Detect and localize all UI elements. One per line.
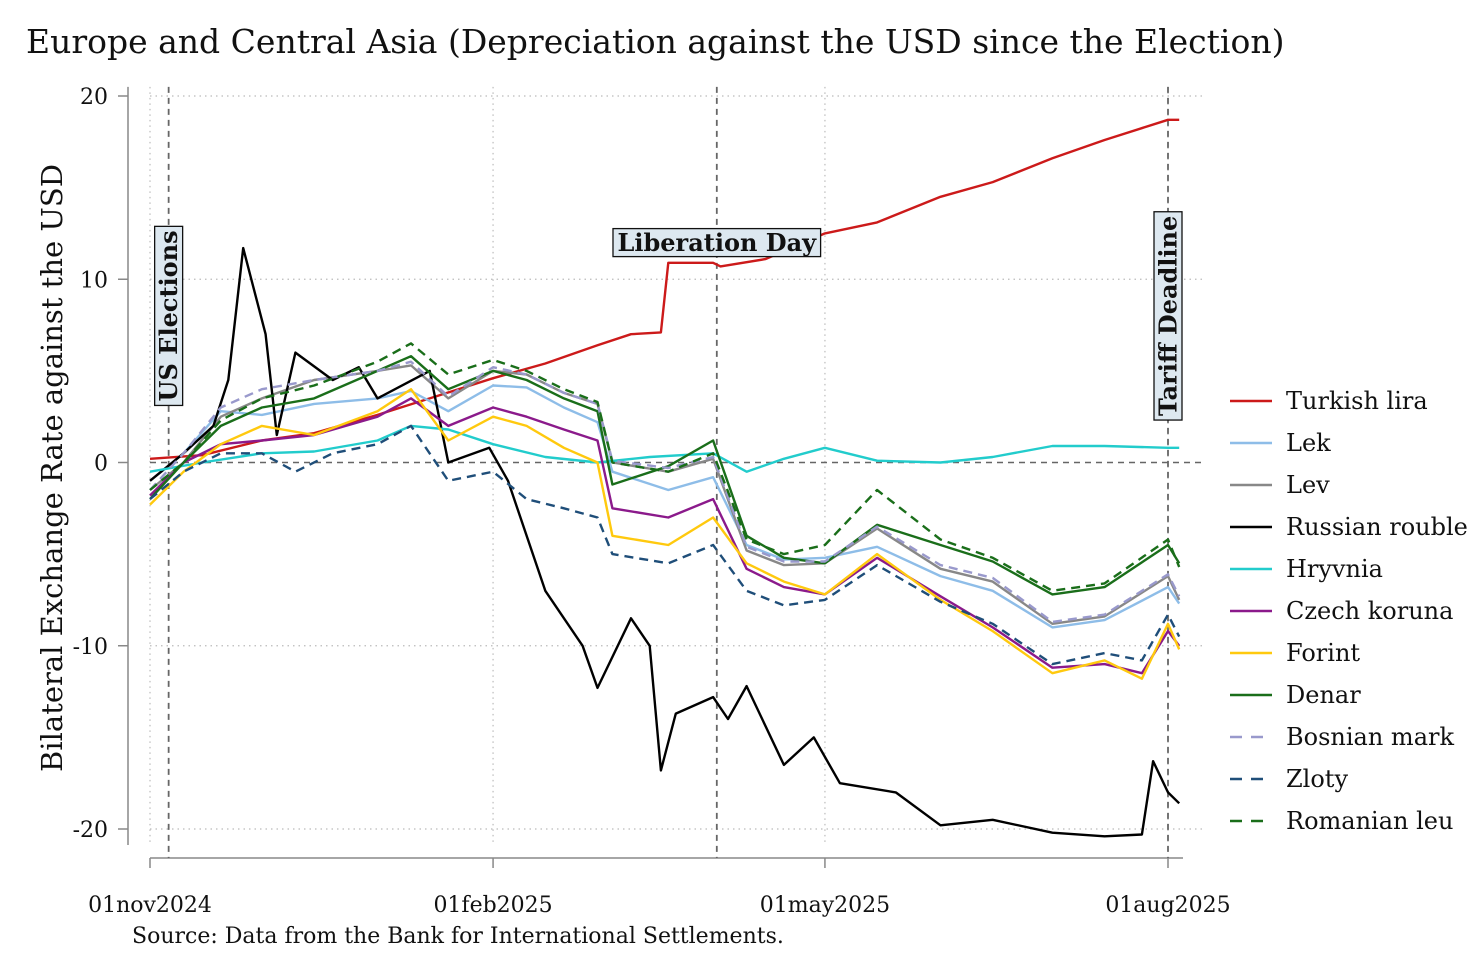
chart-title: Europe and Central Asia (Depreciation ag… bbox=[26, 22, 1285, 61]
legend-label: Romanian leu bbox=[1286, 807, 1453, 835]
series-line-russian-rouble bbox=[149, 246, 1181, 838]
legend-label: Bosnian mark bbox=[1286, 723, 1454, 751]
legend-label: Turkish lira bbox=[1286, 387, 1428, 415]
source-note: Source: Data from the Bank for Internati… bbox=[132, 924, 784, 949]
event-label: Liberation Day bbox=[612, 227, 822, 258]
event-label-text: US Elections bbox=[154, 230, 183, 401]
legend-label: Czech koruna bbox=[1286, 597, 1453, 625]
x-tick-label: 01aug2025 bbox=[1105, 893, 1230, 918]
legend-label: Russian rouble bbox=[1286, 513, 1468, 541]
y-axis-label: Bilateral Exchange Rate against the USD bbox=[35, 164, 69, 772]
y-tick-label: 0 bbox=[94, 452, 108, 477]
y-tick-label: 20 bbox=[80, 85, 108, 110]
series-line-lek bbox=[149, 384, 1181, 629]
y-tick-label: -10 bbox=[73, 635, 108, 660]
axis-layer: 20 10 0 -10 -20 01nov2024 01feb2025 01may2025 01… bbox=[73, 85, 1231, 918]
event-label-box bbox=[1153, 211, 1183, 421]
legend-label: Denar bbox=[1286, 681, 1361, 709]
event-label-box bbox=[612, 227, 822, 258]
legend-label: Lek bbox=[1286, 429, 1331, 457]
series-line-lev bbox=[149, 364, 1181, 625]
series-line-zloty bbox=[149, 424, 1181, 666]
series-line-romanian-leu bbox=[149, 342, 1181, 592]
x-tick-label: 01may2025 bbox=[760, 893, 890, 918]
event-label-box bbox=[153, 225, 184, 407]
legend-label: Hryvnia bbox=[1286, 555, 1383, 583]
series-line-bosnian-mark bbox=[149, 360, 1181, 624]
event-label: US Elections bbox=[153, 225, 184, 407]
event-label-text: Tariff Deadline bbox=[1154, 216, 1183, 416]
legend-label: Forint bbox=[1286, 639, 1360, 667]
legend-label: Lev bbox=[1286, 471, 1330, 499]
x-tick-label: 01nov2024 bbox=[88, 893, 212, 918]
series-line-turkish-lira bbox=[149, 118, 1180, 460]
series-line-czech-koruna bbox=[149, 397, 1181, 675]
event-label-text: Liberation Day bbox=[618, 228, 818, 257]
series-layer bbox=[149, 118, 1181, 838]
legend-label: Zloty bbox=[1286, 765, 1348, 793]
x-tick-label: 01feb2025 bbox=[433, 893, 552, 918]
y-tick-label: 10 bbox=[80, 268, 108, 293]
event-label-layer: US Elections Liberation Day Tariff Deadlin… bbox=[153, 211, 1183, 421]
series-line-forint bbox=[149, 388, 1181, 680]
y-tick-label: -20 bbox=[73, 818, 108, 843]
legend: Turkish lira Lek Lev Russian rouble Hryvnia C… bbox=[1230, 387, 1468, 835]
event-label: Tariff Deadline bbox=[1153, 211, 1183, 421]
series-line-hryvnia bbox=[149, 424, 1180, 473]
series-line-denar bbox=[149, 355, 1181, 596]
